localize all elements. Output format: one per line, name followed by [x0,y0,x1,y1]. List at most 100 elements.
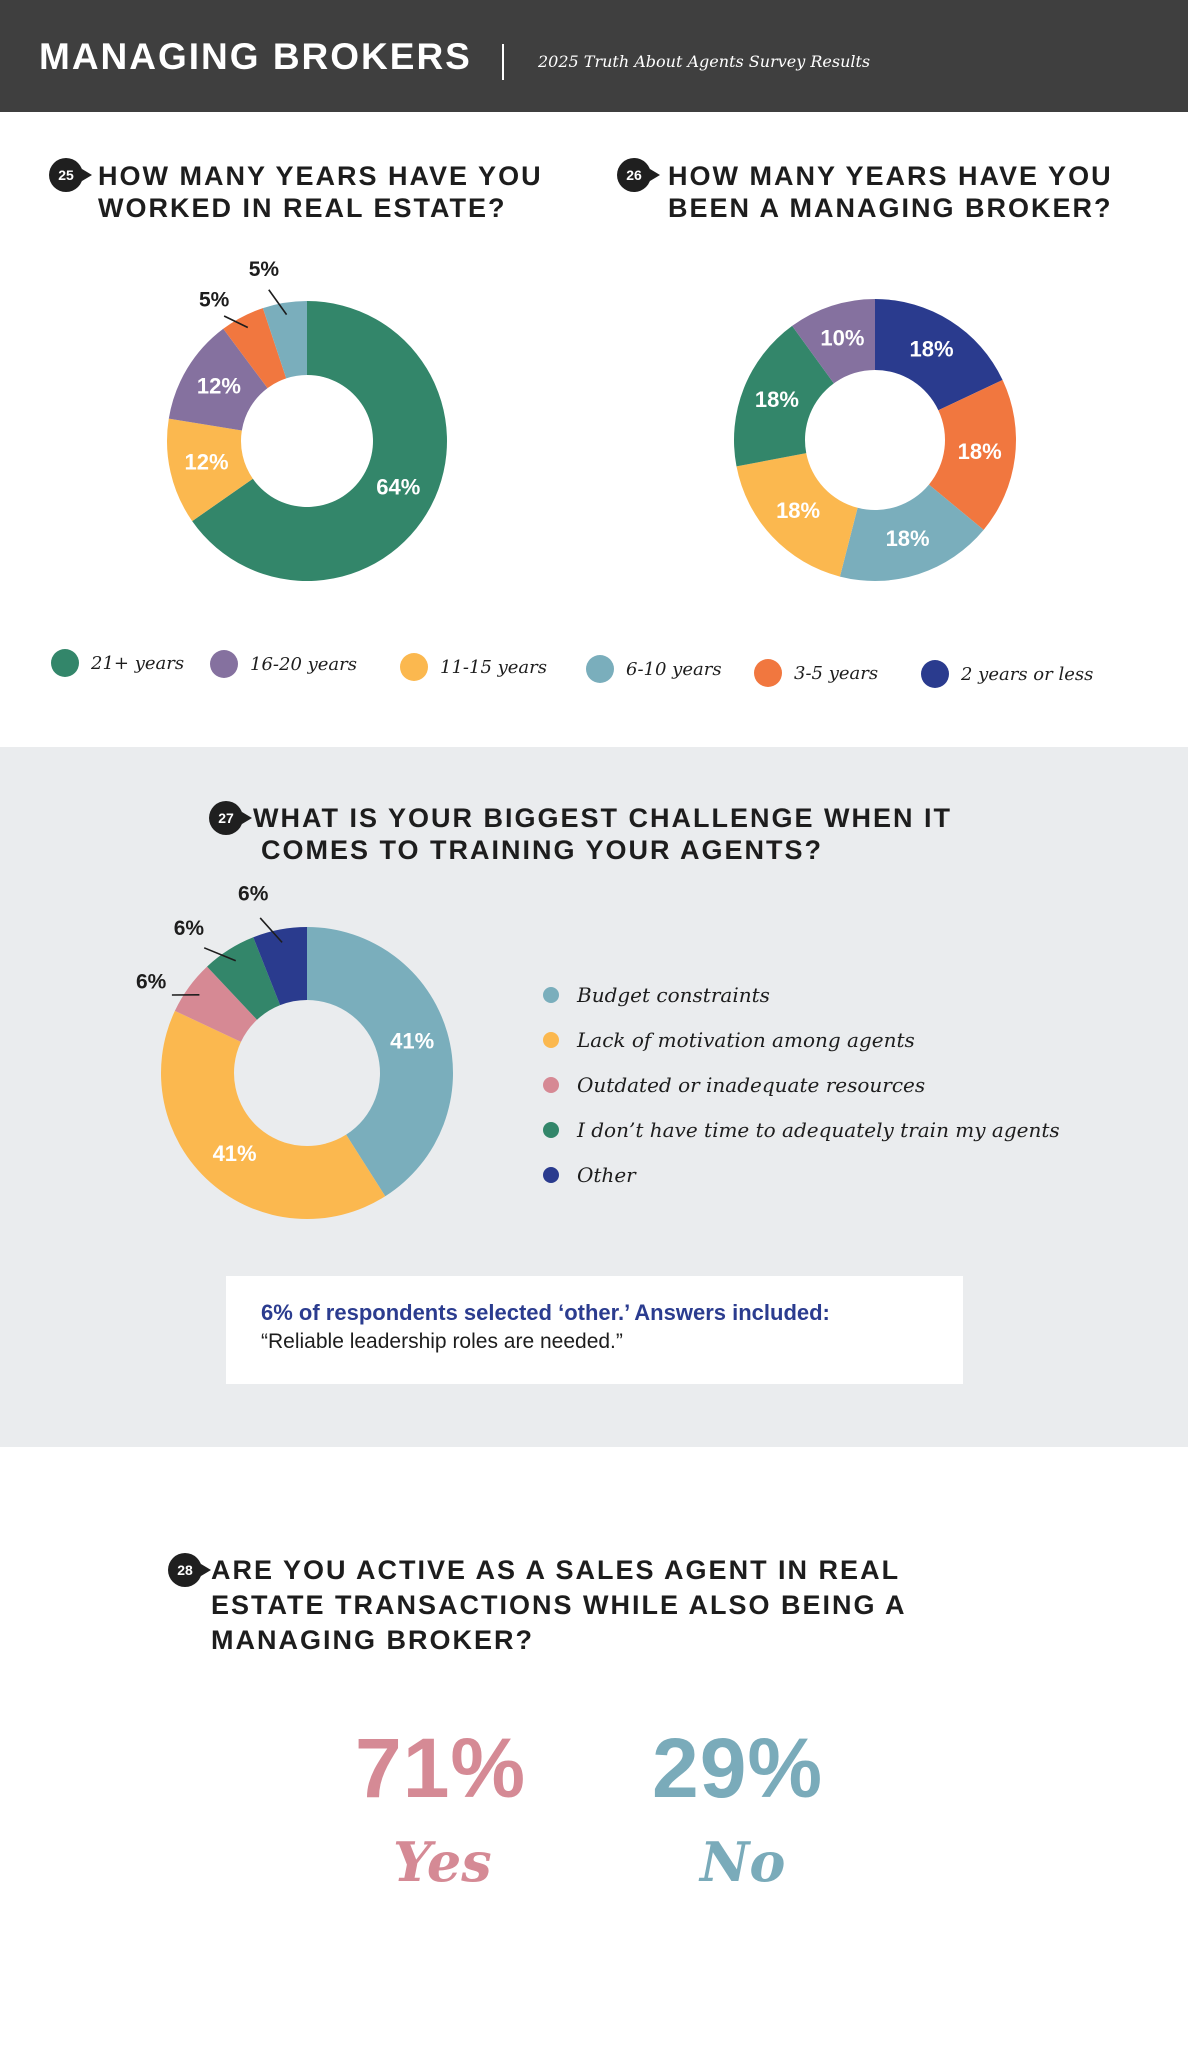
slice-label-outside: 6% [238,882,269,905]
leader-line [268,289,288,316]
slice-label: 18% [776,498,820,523]
donut-slice-outdated-or-inadequate-resources [174,966,258,1042]
q26-title-line2: BEEN A MANAGING BROKER? [668,193,1113,223]
q28-title: ARE YOU ACTIVE AS A SALES AGENT IN REAL … [211,1553,907,1658]
slice-label: 12% [185,450,229,475]
legend-label: I don’t have time to adequately train my… [577,1117,1060,1142]
legend-dot [754,659,782,687]
q27-title: WHAT IS YOUR BIGGEST CHALLENGE WHEN IT C… [253,802,952,866]
q28-title-line2: ESTATE TRANSACTIONS WHILE ALSO BEING A [211,1590,907,1620]
note-title: 6% of respondents selected ‘other.’ Answ… [261,1300,830,1325]
legend-item-11-15: 11-15 years [400,653,547,681]
legend-label: Budget constraints [577,982,770,1007]
page-header: MANAGING BROKERS 2025 Truth About Agents… [0,0,1188,112]
q27-legend-item-resources: Outdated or inadequate resources [543,1062,1083,1107]
donut-slice-budget-constraints [307,927,454,1197]
legend-label: 3-5 years [794,662,879,684]
slice-label: 18% [958,439,1002,464]
legend-label: 6-10 years [626,658,722,680]
legend-label: 21+ years [91,652,185,674]
legend-dot [543,1076,559,1093]
legend-dot [921,660,949,688]
q25-donut-chart: 64% 12% 12% 5% 5% [167,258,447,581]
yes-percent: 71% [355,1721,527,1815]
donut-slice-3-5-years [223,308,287,389]
q27-legend-item-time: I don’t have time to adequately train my… [543,1107,1083,1152]
legend-dot [543,986,559,1003]
legend-item-21-plus: 21+ years [51,649,184,677]
legend-label: 16-20 years [250,653,358,675]
donut-slice-11-15-years [167,418,253,522]
slice-label: 41% [213,1141,257,1166]
donut-slice-16-20-years [792,299,875,384]
donut-slice-other [253,927,307,1006]
legend-item-3-5: 3-5 years [754,659,878,687]
q27-legend-item-other: Other [543,1152,1083,1197]
legend-label: 2 years or less [961,663,1094,685]
q27-legend: Budget constraints Lack of motivation am… [543,972,1083,1197]
q25-title: HOW MANY YEARS HAVE YOU WORKED IN REAL E… [98,160,543,224]
legend-item-16-20: 16-20 years [210,650,357,678]
donut-slice-6-10-years [262,301,307,379]
legend-dot [543,1121,559,1138]
q28-title-line3: MANAGING BROKER? [211,1625,534,1655]
slice-label: 18% [910,337,954,362]
legend-dot [51,649,79,677]
donut-slice-21-years [192,301,447,581]
donut-slice-i-don-t-have-time-to-adequately-train-my-agents [207,937,281,1020]
donut-slice-21-years [734,325,834,467]
legend-dot [543,1031,559,1048]
slice-label-outside: 6% [136,971,167,994]
leader-line [223,315,249,329]
donut-slice-lack-of-motivation-among-agents [160,1010,386,1219]
q25-title-line1: HOW MANY YEARS HAVE YOU [98,161,543,191]
q27-title-line1: WHAT IS YOUR BIGGEST CHALLENGE WHEN IT [253,803,953,833]
slice-label: 12% [197,373,241,398]
slice-label: 18% [755,387,799,412]
note-quote: “Reliable leadership roles are needed.” [261,1330,623,1353]
q27-number-badge: 27 [209,801,252,835]
legend-item-2-or-less: 2 years or less [921,660,1093,688]
legend-item-6-10: 6-10 years [586,655,722,683]
q28-number-badge: 28 [168,1553,211,1587]
q26-title-line1: HOW MANY YEARS HAVE YOU [668,161,1113,191]
slice-label-outside: 5% [199,289,230,312]
donut-slice-2-years-or-less [875,299,1003,411]
legend-label: Outdated or inadequate resources [577,1072,926,1097]
no-label: No [700,1830,786,1894]
slice-label: 10% [820,325,864,350]
legend-dot [400,653,428,681]
yes-label: Yes [393,1830,492,1894]
header-divider [502,44,504,80]
header-title: MANAGING BROKERS [39,36,472,77]
q27-title-line2: COMES TO TRAINING YOUR AGENTS? [261,835,824,865]
slice-label: 18% [886,526,930,551]
slice-label: 41% [390,1028,434,1053]
legend-label: 11-15 years [440,656,548,678]
q26-title: HOW MANY YEARS HAVE YOU BEEN A MANAGING … [668,160,1113,224]
slice-label-outside: 5% [249,258,280,281]
legend-label: Lack of motivation among agents [577,1027,915,1052]
q26-number-badge: 26 [617,158,660,192]
slice-label: 64% [376,474,420,499]
donut-slice-6-10-years [839,484,984,581]
legend-label: Other [577,1162,636,1187]
legend-dot [586,655,614,683]
donut-slice-11-15-years [736,453,858,577]
q27-other-note: 6% of respondents selected ‘other.’ Answ… [226,1276,963,1384]
legend-dot [210,650,238,678]
no-percent: 29% [652,1721,824,1815]
q27-legend-item-motivation: Lack of motivation among agents [543,1017,1083,1062]
q27-donut-chart: 41% 41% 6% 6% 6% [136,882,454,1219]
q28-title-line1: ARE YOU ACTIVE AS A SALES AGENT IN REAL [211,1555,901,1585]
q25-number-badge: 25 [49,158,92,192]
legend-dot [543,1166,559,1183]
slice-label-outside: 6% [174,917,205,940]
leader-line [259,917,283,943]
q26-donut-chart: 18% 18% 18% 18% 18% 10% [734,299,1016,581]
leader-line [203,947,237,962]
donut-slice-16-20-years [168,328,268,431]
q27-legend-item-budget: Budget constraints [543,972,1083,1017]
donut-slice-3-5-years [928,379,1016,530]
q25-title-line2: WORKED IN REAL ESTATE? [98,193,507,223]
